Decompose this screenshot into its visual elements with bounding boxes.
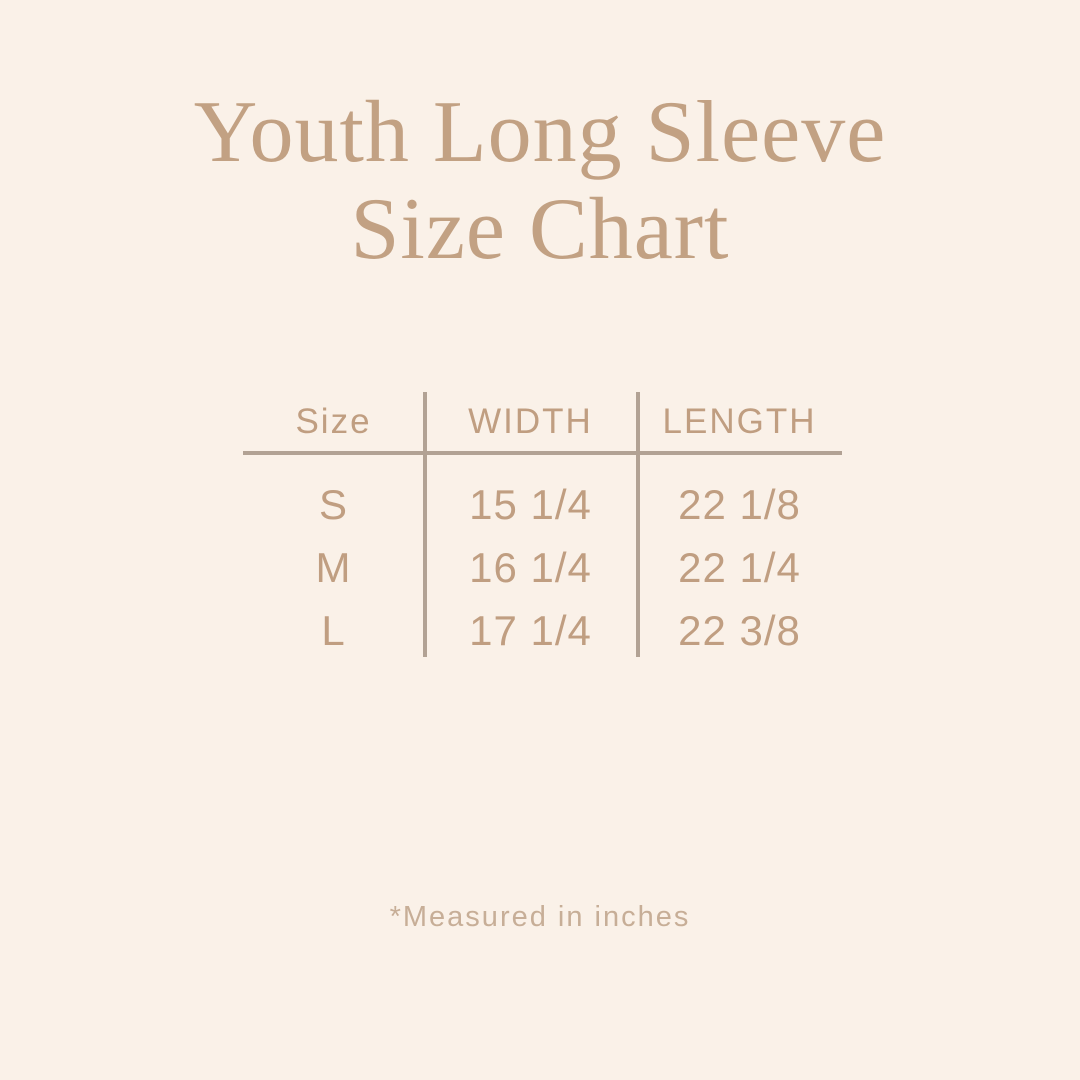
measurement-footnote: *Measured in inches	[389, 901, 691, 933]
length-value: 22 1/4	[678, 543, 801, 591]
size-table-body: S 15 1/4 22 1/8 M 16 1/4 22 1/4 L 17 1/4…	[243, 473, 842, 662]
length-value: 22 3/8	[678, 606, 801, 654]
table-row-medium: M 16 1/4 22 1/4	[243, 536, 842, 599]
size-value: L	[321, 606, 346, 654]
header-divider-line	[243, 451, 842, 455]
width-value: 17 1/4	[469, 606, 592, 654]
page-title-line-2: Size Chart	[350, 181, 730, 278]
table-row-small: S 15 1/4 22 1/8	[243, 473, 842, 536]
size-table: Size WIDTH LENGTH S 15 1/4 22 1/8 M 16 1…	[243, 392, 842, 657]
width-value: 15 1/4	[469, 480, 592, 528]
size-table-header-row: Size WIDTH LENGTH	[243, 392, 842, 452]
width-value: 16 1/4	[469, 543, 592, 591]
column-divider-line-1	[423, 392, 427, 657]
length-value: 22 1/8	[678, 480, 801, 528]
size-value: M	[315, 543, 352, 591]
table-row-large: L 17 1/4 22 3/8	[243, 599, 842, 662]
column-divider-line-2	[636, 392, 640, 657]
column-header-width: WIDTH	[468, 402, 593, 441]
page-title: Youth Long Sleeve Size Chart	[0, 84, 1080, 278]
page-title-line-1: Youth Long Sleeve	[193, 84, 887, 181]
column-header-size: Size	[295, 402, 372, 441]
size-value: S	[318, 480, 348, 528]
column-header-length: LENGTH	[662, 402, 817, 441]
